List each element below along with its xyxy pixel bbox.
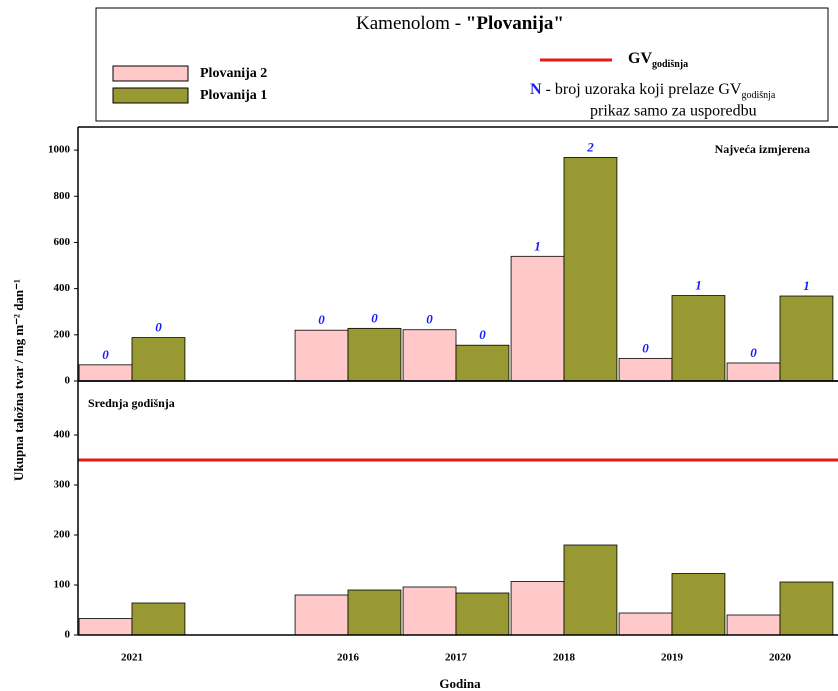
bar — [563, 157, 618, 382]
title-prefix: Kamenolom - — [356, 13, 466, 34]
note-symbol: N — [530, 81, 542, 98]
bar — [455, 344, 510, 382]
n-label: 0 — [426, 312, 433, 327]
bar — [402, 329, 457, 382]
n-label: 0 — [371, 310, 378, 325]
bar — [294, 329, 349, 382]
x-tick-label: 2021 — [121, 652, 143, 664]
panel-label: Najveća izmjerena — [715, 142, 810, 156]
n-label: 0 — [642, 340, 649, 355]
x-tick-label: 2019 — [661, 652, 684, 664]
x-tick-label: 2018 — [553, 652, 576, 664]
bar — [779, 295, 834, 382]
bar — [671, 295, 726, 382]
note-subscript: godišnja — [741, 90, 775, 101]
n-label: 0 — [102, 347, 109, 362]
gv-label: GV — [628, 50, 652, 67]
y-tick-label: 0 — [65, 375, 71, 387]
bar — [510, 581, 565, 636]
bar — [347, 589, 402, 636]
note: N - broj uzoraka koji prelaze GVgodišnja — [530, 81, 776, 102]
bar — [347, 327, 402, 382]
y-tick-label: 200 — [54, 529, 71, 541]
n-label: 0 — [318, 312, 325, 327]
bar — [726, 362, 781, 382]
legend-label: Plovanija 2 — [200, 66, 267, 81]
note-line2: prikaz samo za usporedbu — [590, 103, 757, 120]
x-tick-label: 2017 — [445, 652, 468, 664]
y-tick-label: 800 — [54, 190, 71, 202]
n-label: 0 — [155, 320, 162, 335]
legend-swatch — [112, 87, 189, 104]
x-tick-label: 2016 — [337, 652, 360, 664]
chart-title: Kamenolom - "Plovanija" — [356, 13, 564, 34]
gv-subscript: godišnja — [652, 59, 688, 70]
y-tick-label: 0 — [65, 629, 71, 641]
note-text: - broj uzoraka koji prelaze GV — [542, 81, 742, 98]
y-tick-label: 400 — [54, 429, 71, 441]
n-label: 1 — [695, 278, 702, 293]
bar — [779, 581, 834, 636]
bar — [131, 602, 186, 636]
x-tick-label: 2020 — [769, 652, 792, 664]
bar — [78, 364, 133, 382]
bar — [131, 337, 186, 382]
n-label: 0 — [750, 345, 757, 360]
n-label: 1 — [534, 238, 541, 253]
x-axis-label: Godina — [439, 676, 481, 691]
y-axis-label: Ukupna taložna tvar / mg m⁻² dan⁻¹ — [11, 279, 26, 481]
bar — [618, 357, 673, 382]
y-tick-label: 300 — [54, 479, 71, 491]
y-tick-label: 100 — [54, 579, 71, 591]
legend-label: Plovanija 1 — [200, 88, 267, 103]
legend-swatch — [112, 65, 189, 82]
bar — [671, 573, 726, 636]
panel-label: Srednja godišnja — [88, 396, 175, 410]
bar — [563, 544, 618, 636]
legend-box — [95, 7, 829, 122]
n-label: 2 — [586, 139, 594, 154]
gv-legend: GVgodišnja — [628, 50, 688, 71]
title-name: "Plovanija" — [466, 13, 564, 34]
y-tick-label: 600 — [54, 236, 71, 248]
bar — [618, 612, 673, 636]
bar — [402, 586, 457, 636]
y-tick-label: 400 — [54, 282, 71, 294]
n-label: 0 — [479, 327, 486, 342]
bar — [294, 594, 349, 636]
bar — [78, 618, 133, 636]
bar — [455, 592, 510, 636]
y-tick-label: 200 — [54, 328, 71, 340]
y-tick-label: 1000 — [48, 144, 71, 156]
bar — [726, 614, 781, 636]
bar — [510, 255, 565, 382]
n-label: 1 — [803, 278, 810, 293]
